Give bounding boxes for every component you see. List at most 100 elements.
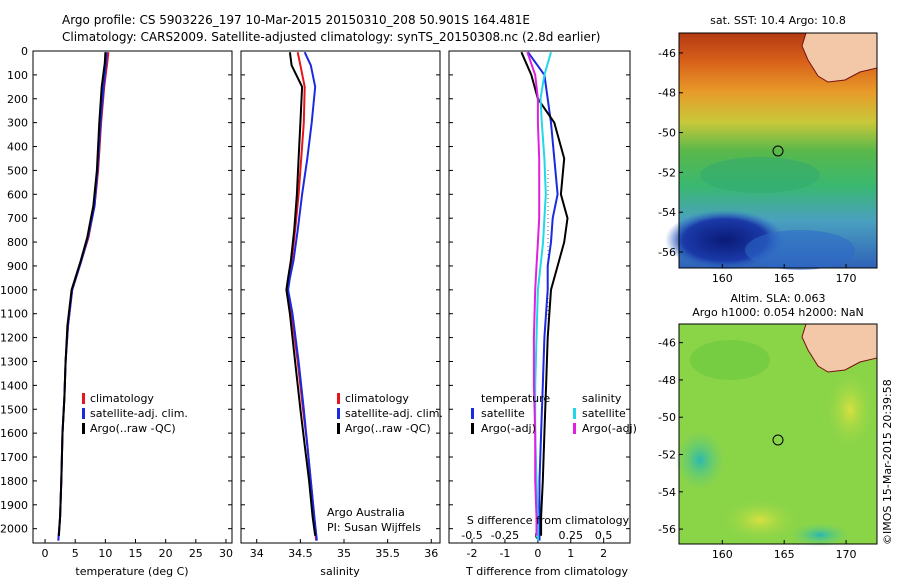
difference-legend: temperature satellite Argo(-adj) salinit… [471, 392, 637, 435]
legend-swatch-climatology [337, 393, 340, 404]
header-line-1: Argo profile: CS 5903226_197 10-Mar-2015… [62, 13, 530, 27]
depth-tick-label: 1400 [0, 379, 28, 392]
depth-tick-label: 200 [7, 93, 28, 106]
x-tick-label: 5 [72, 547, 79, 560]
cool-region [745, 230, 855, 270]
legend-swatch-satellite [337, 408, 340, 419]
sla-high-2 [825, 370, 875, 450]
legend-label-s-argo: Argo(-adj) [582, 422, 637, 435]
legend-label-s-satellite: satellite [582, 407, 626, 420]
series-line-satellite [527, 51, 559, 541]
x-tick-label: 15 [129, 547, 143, 560]
legend-swatch-satellite [82, 408, 85, 419]
lat-tick-label: -54 [658, 486, 676, 499]
temperature-legend: climatology satellite-adj. clim. Argo(..… [82, 392, 188, 435]
salinity-plot-frame [240, 50, 441, 544]
depth-tick-label: 400 [7, 141, 28, 154]
t-difference-axis-label: T difference from climatology [465, 565, 628, 578]
legend-label-argo: Argo(..raw -QC) [90, 422, 176, 435]
sla-low-1 [675, 430, 725, 490]
x-tick-label: 30 [219, 547, 233, 560]
lon-tick-label: 160 [712, 548, 733, 561]
sla-map-title-1: Altim. SLA: 0.063 [730, 292, 825, 305]
float-position-marker [772, 145, 784, 157]
lon-tick-label: 170 [836, 272, 857, 285]
sla-map-title-2: Argo h1000: 0.054 h2000: NaN [692, 306, 864, 319]
legend-label-argo: Argo(..raw -QC) [345, 422, 431, 435]
legend-heading-temperature: temperature [481, 392, 550, 405]
depth-tick-label: 900 [7, 260, 28, 273]
x-tick-label: 35 [337, 547, 351, 560]
sst-map-title: sat. SST: 10.4 Argo: 10.8 [710, 14, 846, 27]
legend-label-climatology: climatology [345, 392, 409, 405]
x-tick-label: 10 [98, 547, 112, 560]
lon-tick-label: 160 [712, 272, 733, 285]
legend-swatch-t-satellite [471, 408, 474, 419]
lat-tick-label: -46 [658, 337, 676, 350]
depth-tick-label: 0 [21, 45, 28, 58]
lon-tick-label: 165 [774, 548, 795, 561]
lat-tick-label: -46 [658, 47, 676, 60]
lat-tick-label: -50 [658, 411, 676, 424]
x-tick-label: 0 [42, 547, 49, 560]
top-tick-label: 0.5 [595, 529, 613, 542]
depth-tick-label: 1100 [0, 308, 28, 321]
s-difference-axis-label: S difference from climatology [467, 514, 630, 527]
sla-band [690, 340, 770, 380]
salinity-series [285, 51, 318, 541]
depth-tick-label: 300 [7, 117, 28, 130]
x-tick-label: 35.5 [375, 547, 400, 560]
mid-band [700, 157, 820, 193]
legend-label-t-satellite: satellite [481, 407, 525, 420]
x-tick-label: 0 [534, 547, 541, 560]
salinity-axis: 34 34.5 35 35.5 36 [250, 539, 438, 560]
x-tick-label: 34 [250, 547, 264, 560]
depth-tick-label: 2000 [0, 523, 28, 536]
difference-series [520, 51, 569, 541]
top-tick-label: -0.5 [461, 529, 482, 542]
lon-tick-label: 170 [836, 548, 857, 561]
lat-tick-label: -52 [658, 166, 676, 179]
legend-swatch-argo [82, 423, 85, 434]
lat-tick-label: -48 [658, 374, 676, 387]
legend-label-satellite: satellite-adj. clim. [345, 407, 443, 420]
lat-tick-label: -56 [658, 523, 676, 536]
legend-swatch-climatology [82, 393, 85, 404]
x-tick-label: 20 [159, 547, 173, 560]
lat-tick-label: -52 [658, 449, 676, 462]
depth-tick-label: 800 [7, 236, 28, 249]
x-tick-label: -1 [499, 547, 510, 560]
x-tick-label: 34.5 [288, 547, 313, 560]
x-tick-label: 25 [189, 547, 203, 560]
x-tick-label: -2 [467, 547, 478, 560]
depth-tick-label: 1200 [0, 332, 28, 345]
sla-map-frame [678, 323, 878, 545]
legend-swatch-s-satellite [573, 408, 576, 419]
legend-swatch-s-argo [573, 423, 576, 434]
series-line-argo-raw-qc- [285, 52, 317, 536]
credit-stamp: ©IMOS 15-Mar-2015 20:39:58 [881, 379, 894, 545]
sst-map-frame [678, 32, 878, 269]
top-tick-label: 0.25 [559, 529, 584, 542]
depth-tick-label: 700 [7, 212, 28, 225]
float-position-marker [772, 434, 784, 446]
depth-tick-label: 1800 [0, 475, 28, 488]
temperature-axis: 0 5 10 15 20 25 30 [42, 539, 233, 560]
lat-tick-label: -56 [658, 246, 676, 259]
x-tick-label: 36 [424, 547, 438, 560]
sla-map [675, 323, 878, 547]
legend-swatch-argo [337, 423, 340, 434]
top-tick-label: -0.25 [491, 529, 519, 542]
series-line-argo-adj- [520, 51, 569, 536]
annotation-pi: PI: Susan Wijffels [327, 521, 421, 534]
depth-tick-label: 500 [7, 164, 28, 177]
series-line-argo-raw-qc- [57, 52, 107, 536]
lat-tick-label: -48 [658, 87, 676, 100]
sla-low-2 [790, 523, 850, 547]
legend-label-satellite: satellite-adj. clim. [90, 407, 188, 420]
legend-heading-salinity: salinity [582, 392, 622, 405]
annotation-institution: Argo Australia [327, 506, 405, 519]
depth-tick-label: 1900 [0, 499, 28, 512]
depth-tick-label: 1600 [0, 427, 28, 440]
